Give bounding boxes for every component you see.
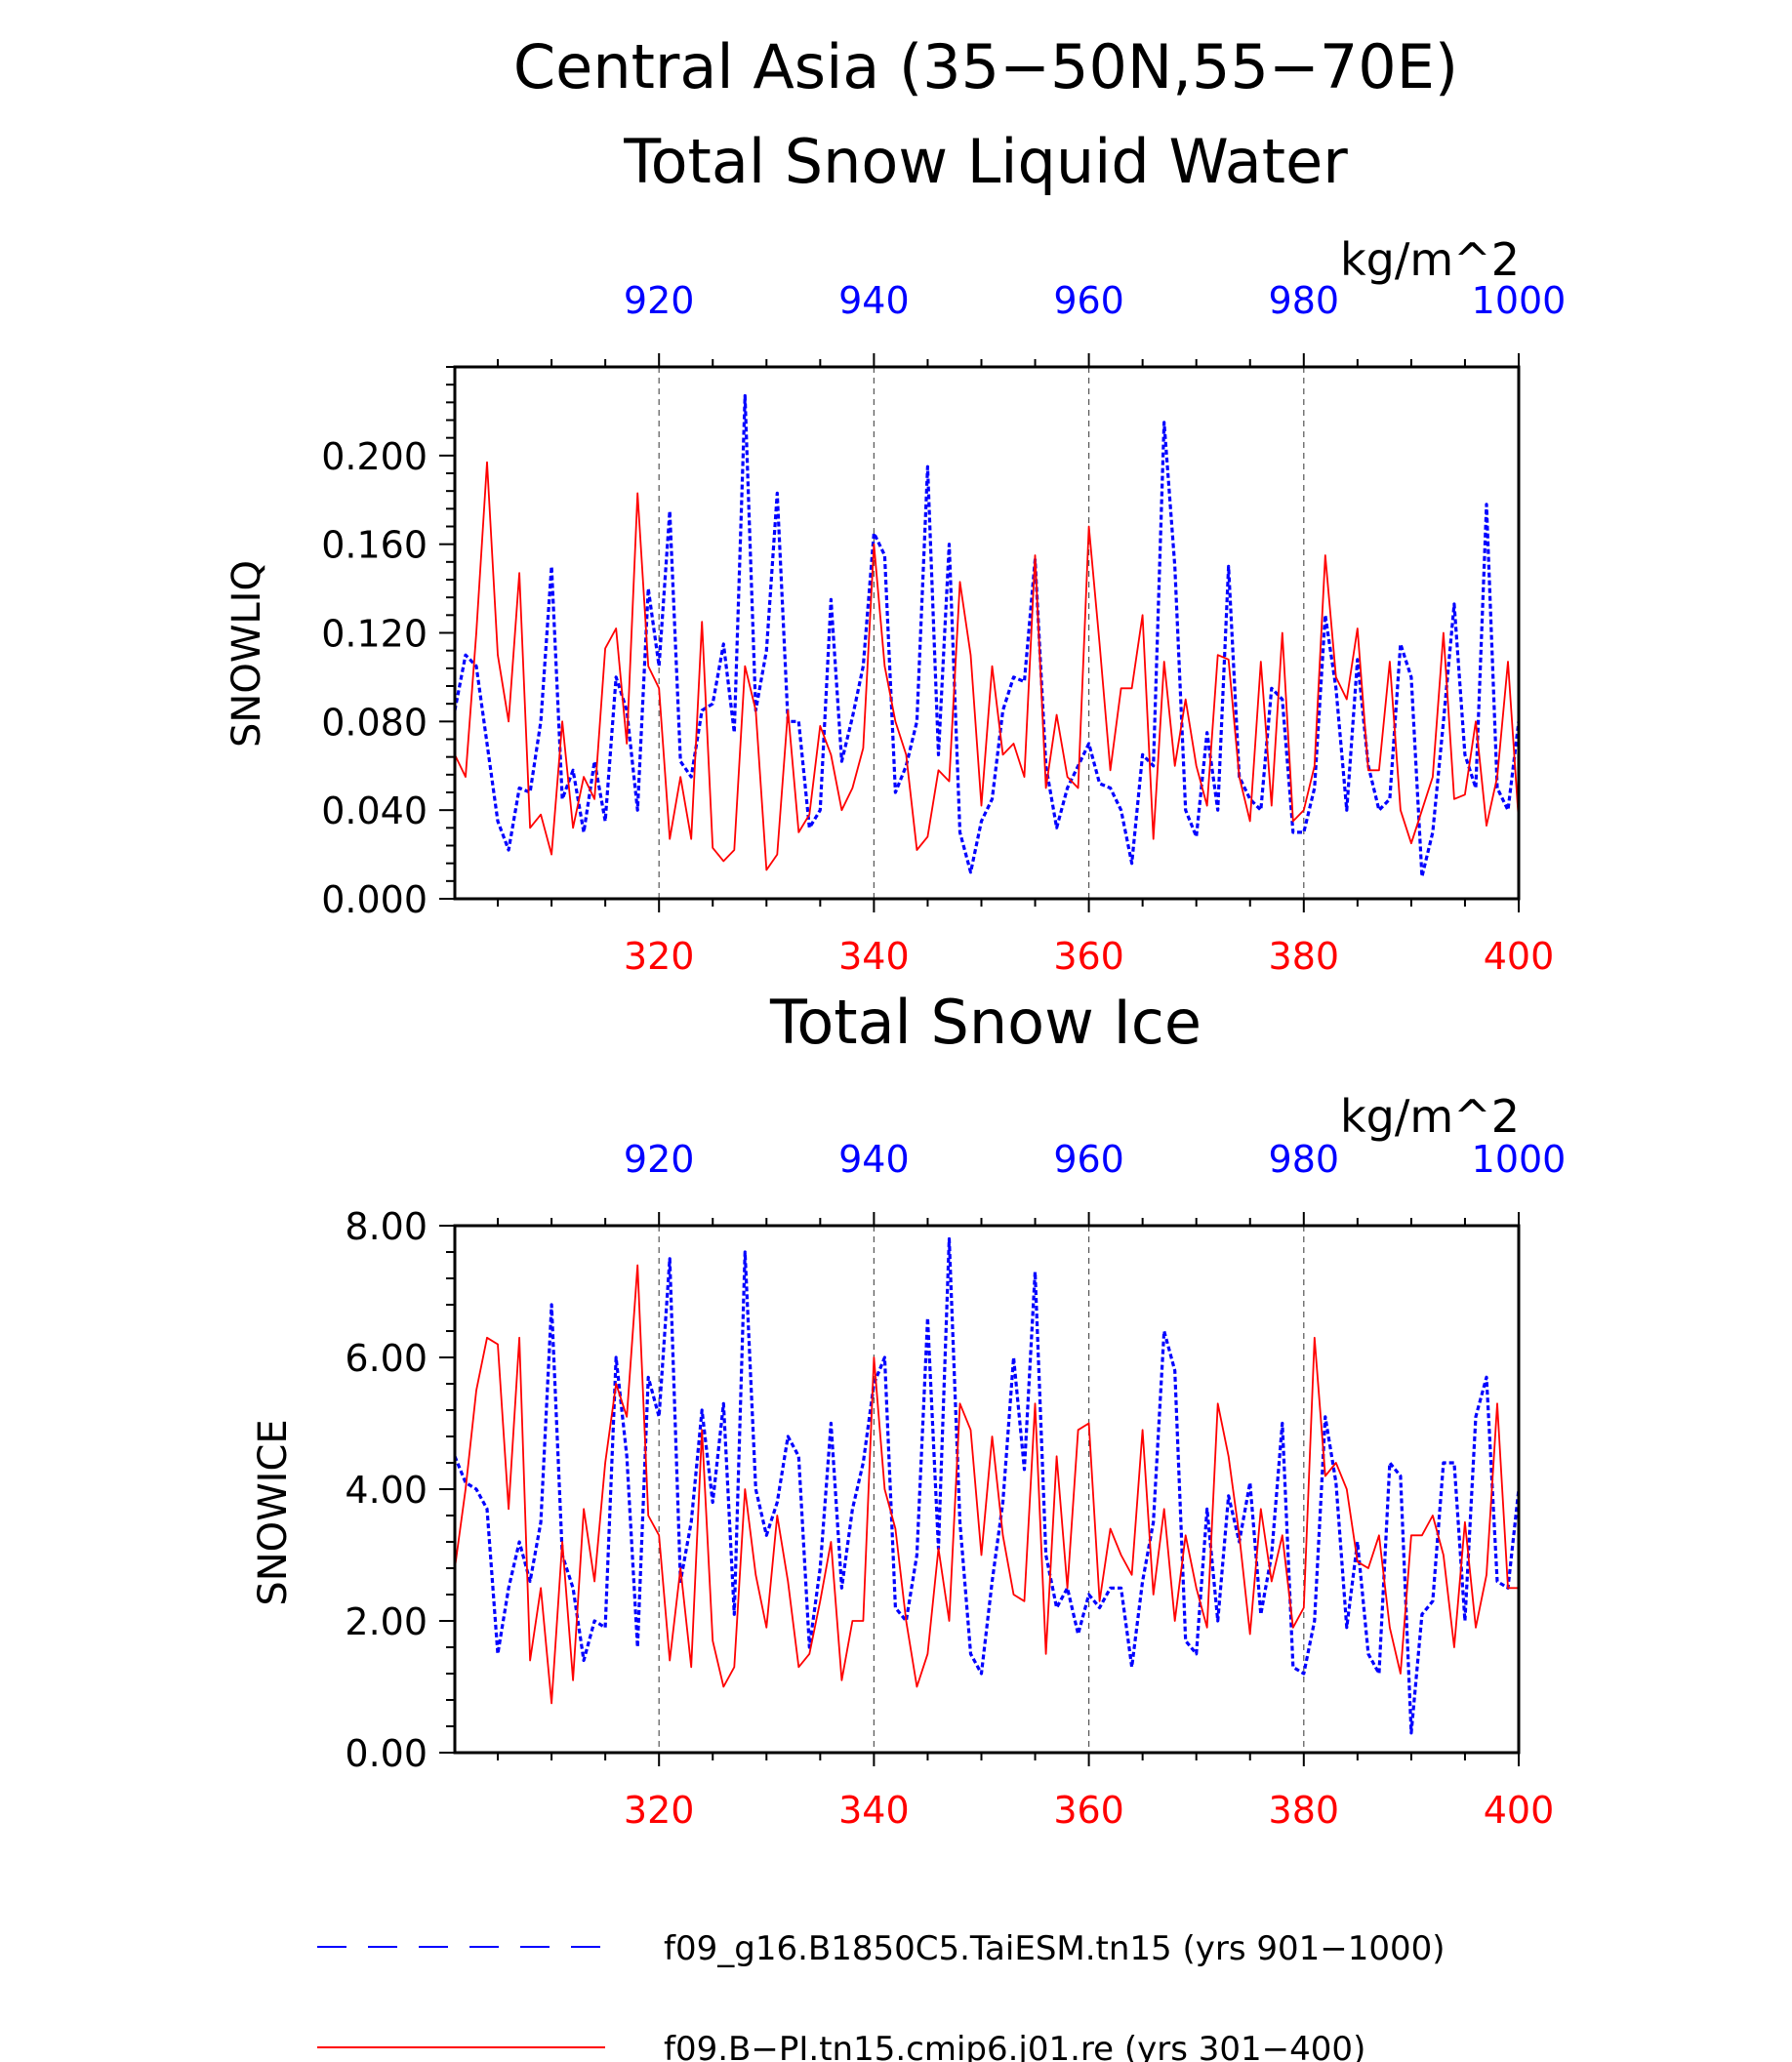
snowliq-y-tick-label: 0.120	[321, 613, 428, 656]
snowliq-y-tick-label: 0.200	[321, 435, 428, 478]
snowliq-y-tick-label: 0.080	[321, 701, 428, 744]
snowice-y-tick-label: 6.00	[345, 1337, 428, 1380]
snowice-series-cmip6-line	[455, 1264, 1519, 1705]
snowice-title: Total Snow Ice	[769, 987, 1201, 1058]
snowice-x-tick-label-top: 940	[838, 1138, 910, 1181]
snowliq-plot-area: 0.000 0.040 0.080 0.120 0.160 0.200 320 340 360 3…	[321, 279, 1566, 978]
snowice-x-tick-label-top: 960	[1053, 1138, 1124, 1181]
snowliq-y-tick-label: 0.160	[321, 524, 428, 567]
legend-item-taiesm: f09_g16.B1850C5.TaiESM.tn15 (yrs 901−100…	[317, 1929, 1446, 1968]
snowliq-y-tick-label: 0.000	[321, 878, 428, 921]
snowliq-x-tick-label-top: 920	[624, 279, 695, 322]
snowliq-x-tick-label-bottom: 360	[1053, 935, 1124, 978]
snowliq-x-tick-label-bottom: 380	[1269, 935, 1340, 978]
snowice-units: kg/m^2	[1340, 1090, 1520, 1143]
snowice-plot-area: 0.00 2.00 4.00 6.00 8.00 320 340 360 380 400 920 94…	[345, 1138, 1566, 1832]
legend: f09_g16.B1850C5.TaiESM.tn15 (yrs 901−100…	[317, 1929, 1446, 2062]
snowice-y-axis-label: SNOWICE	[251, 1419, 296, 1605]
snowice-x-tick-label-bottom: 380	[1269, 1789, 1340, 1832]
snowice-x-tick-label-bottom: 320	[624, 1789, 695, 1832]
snowice-x-tick-label-top: 920	[624, 1138, 695, 1181]
snowliq-x-tick-label-bottom: 320	[624, 935, 695, 978]
snowice-frame	[453, 1224, 1521, 1755]
snowliq-x-tick-label-bottom: 340	[838, 935, 910, 978]
snowice-series-taiesm-line	[455, 1236, 1519, 1735]
snowliq-x-tick-label-top: 1000	[1472, 279, 1567, 322]
snowliq-units: kg/m^2	[1340, 233, 1520, 286]
snowice-x-tick-label-bottom: 360	[1053, 1789, 1124, 1832]
snowliq-panel: Total Snow Liquid Water kg/m^2 SNOWLIQ 0…	[224, 126, 1566, 978]
snowice-y-tick-label: 8.00	[345, 1205, 428, 1248]
snowliq-x-tick-label-top: 960	[1053, 279, 1124, 322]
snowliq-series-cmip6-line	[455, 461, 1519, 871]
snowice-y-tick-label: 0.00	[345, 1732, 428, 1775]
snowice-panel: Total Snow Ice kg/m^2 SNOWICE 0.00 2.00 4.…	[251, 987, 1566, 1832]
snowliq-frame	[453, 365, 1521, 901]
snowliq-y-axis-label: SNOWLIQ	[224, 560, 269, 748]
snowice-x-tick-label-top: 1000	[1472, 1138, 1567, 1181]
snowice-y-tick-label: 4.00	[345, 1469, 428, 1512]
snowliq-x-tick-label-top: 940	[838, 279, 910, 322]
figure-title: Central Asia (35−50N,55−70E)	[513, 31, 1458, 102]
snowliq-x-tick-label-top: 980	[1269, 279, 1340, 322]
snowliq-title: Total Snow Liquid Water	[623, 126, 1348, 197]
legend-label-taiesm: f09_g16.B1850C5.TaiESM.tn15 (yrs 901−100…	[664, 1929, 1446, 1968]
snowice-x-tick-label-top: 980	[1269, 1138, 1340, 1181]
snowice-y-tick-label: 2.00	[345, 1600, 428, 1643]
legend-item-cmip6: f09.B−PI.tn15.cmip6.j01.re (yrs 301−400)	[317, 2030, 1365, 2062]
snowice-x-tick-label-bottom: 400	[1484, 1789, 1555, 1832]
snowice-x-tick-label-bottom: 340	[838, 1789, 910, 1832]
legend-label-cmip6: f09.B−PI.tn15.cmip6.j01.re (yrs 301−400)	[664, 2030, 1365, 2062]
snowliq-series-taiesm-line	[455, 393, 1519, 878]
snowliq-x-tick-label-bottom: 400	[1484, 935, 1555, 978]
snowliq-y-tick-label: 0.040	[321, 789, 428, 832]
